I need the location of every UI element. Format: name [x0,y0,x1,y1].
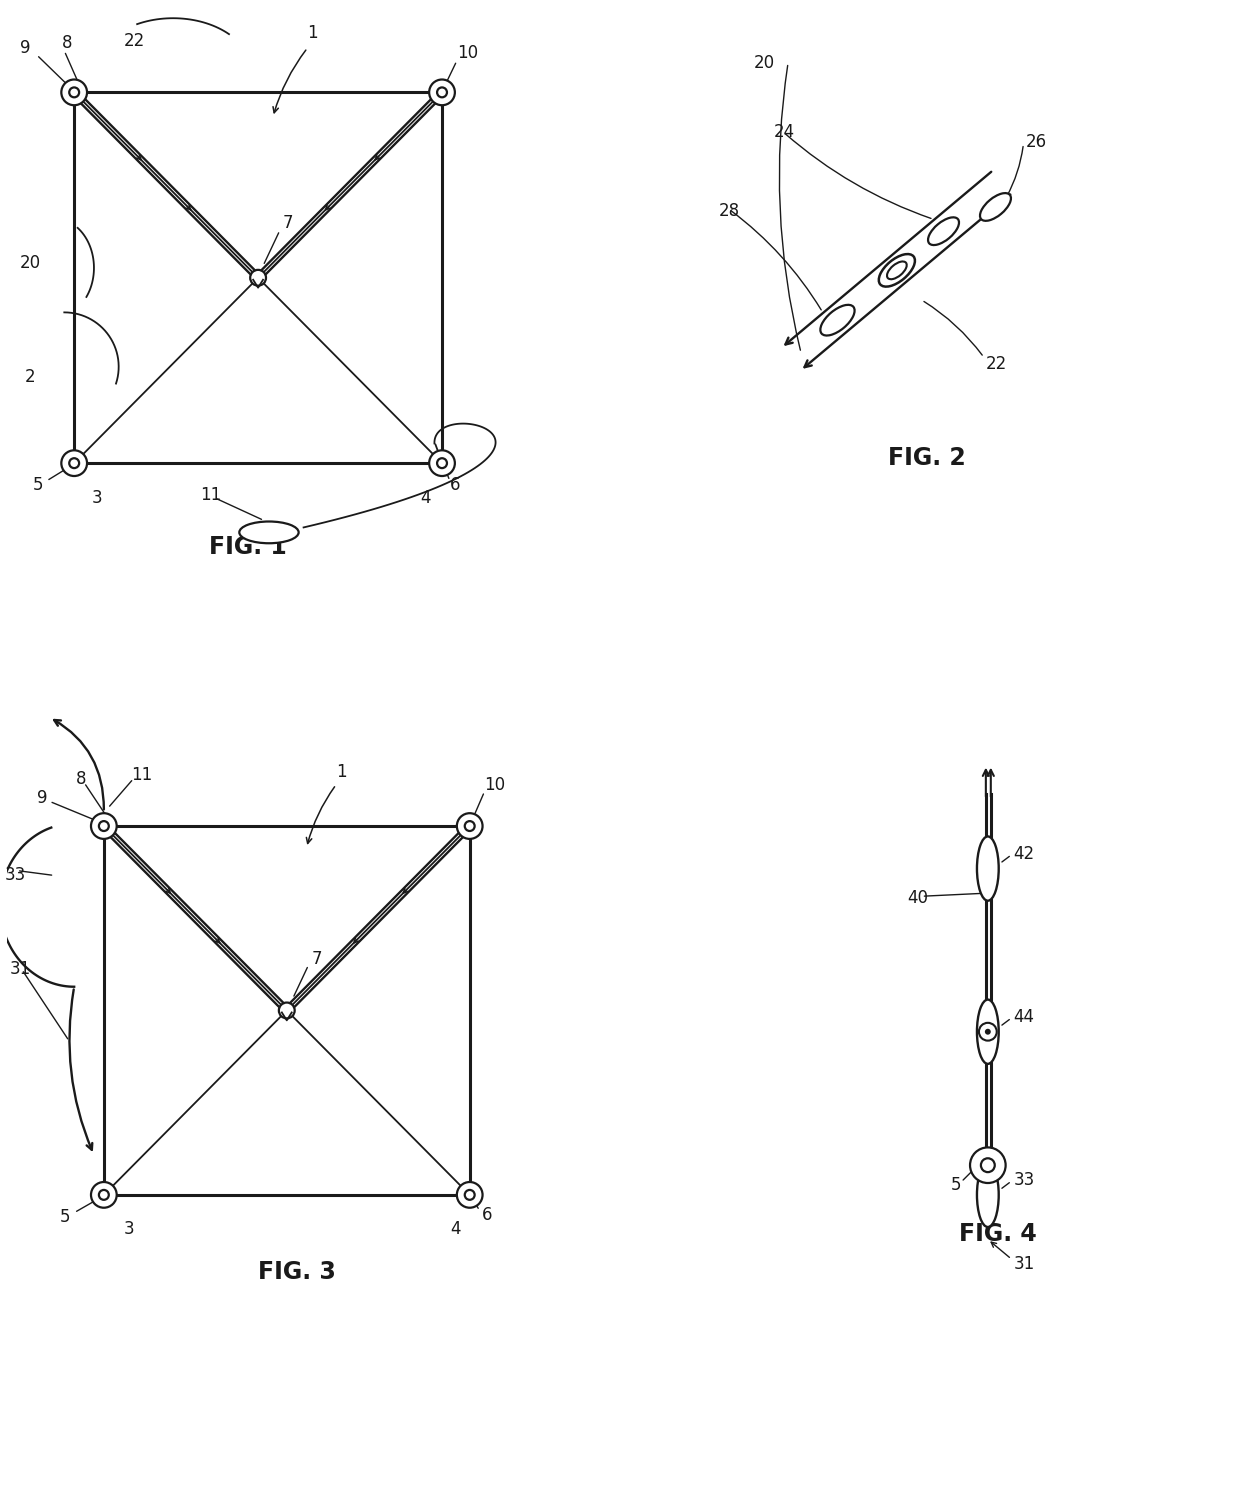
Text: 31: 31 [10,961,31,979]
Text: 1: 1 [336,763,347,781]
Circle shape [970,1148,1006,1184]
Text: 11: 11 [131,766,153,784]
Text: 33: 33 [5,866,26,885]
Ellipse shape [977,836,998,901]
Circle shape [250,270,267,285]
Text: FIG. 2: FIG. 2 [888,446,966,471]
Text: 7: 7 [283,214,294,232]
Circle shape [985,1029,991,1035]
Text: 8: 8 [76,769,87,787]
Ellipse shape [977,1163,998,1227]
Text: FIG. 1: FIG. 1 [210,535,288,560]
Circle shape [279,1002,295,1019]
Circle shape [91,1182,117,1207]
Text: 3: 3 [124,1221,134,1238]
Text: 20: 20 [20,254,41,272]
Text: 2: 2 [25,368,36,386]
Ellipse shape [928,217,959,245]
Text: 7: 7 [311,950,322,968]
Text: 10: 10 [456,45,477,62]
Text: 22: 22 [986,355,1007,373]
Text: 26: 26 [1025,132,1047,151]
Text: 9: 9 [20,39,30,56]
Text: 9: 9 [37,790,47,808]
Text: 24: 24 [774,123,795,141]
Text: 40: 40 [906,890,928,907]
Text: FIG. 4: FIG. 4 [959,1222,1037,1246]
Text: 5: 5 [60,1207,69,1225]
Text: 8: 8 [62,34,73,52]
Circle shape [429,80,455,105]
Text: 4: 4 [450,1221,460,1238]
Ellipse shape [887,261,906,279]
Circle shape [429,450,455,477]
Text: 44: 44 [1013,1008,1034,1026]
Text: 28: 28 [719,202,740,220]
Text: 22: 22 [124,33,145,50]
Circle shape [978,1023,997,1041]
Text: FIG. 3: FIG. 3 [258,1259,336,1285]
Text: 31: 31 [1013,1255,1035,1273]
Ellipse shape [980,193,1011,221]
Text: 4: 4 [420,489,430,506]
Circle shape [456,1182,482,1207]
Text: 5: 5 [32,475,43,495]
Text: 3: 3 [92,489,103,506]
Circle shape [91,814,117,839]
Text: 6: 6 [450,475,460,495]
Text: 6: 6 [481,1206,492,1224]
Text: 5: 5 [951,1176,962,1194]
Text: 33: 33 [1013,1172,1035,1189]
Ellipse shape [821,304,854,336]
Circle shape [456,814,482,839]
Circle shape [61,450,87,477]
Circle shape [61,80,87,105]
Ellipse shape [879,254,915,287]
Ellipse shape [977,999,998,1063]
Text: 11: 11 [200,486,221,503]
Text: 1: 1 [308,24,319,42]
Text: 10: 10 [485,775,506,793]
Text: 42: 42 [1013,845,1034,863]
Ellipse shape [239,521,299,544]
Text: 20: 20 [754,53,775,71]
